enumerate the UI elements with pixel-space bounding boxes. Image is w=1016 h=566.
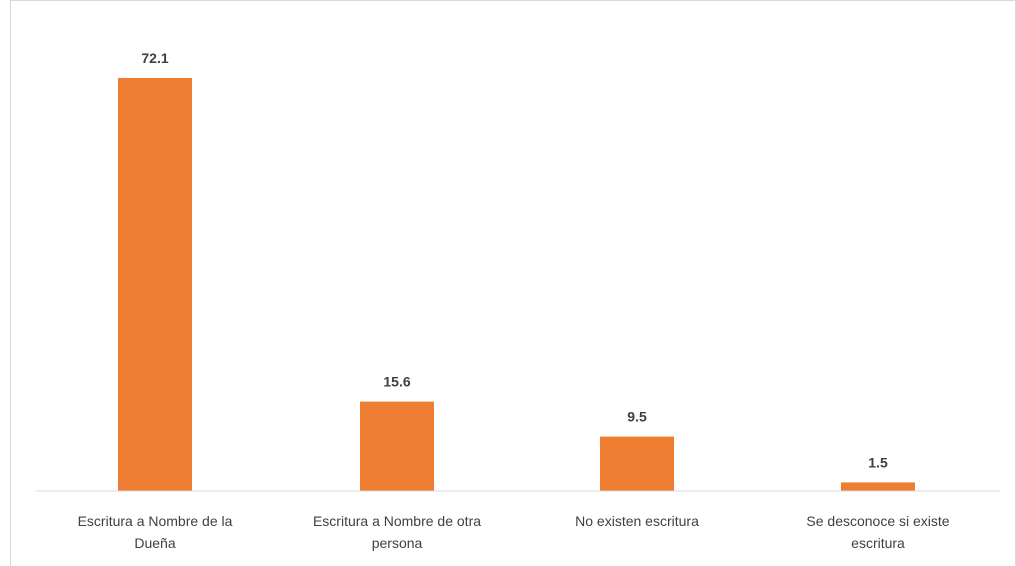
bar-3 bbox=[600, 436, 674, 491]
category-label-line: Escritura a Nombre de la bbox=[78, 513, 233, 529]
category-label-line: Dueña bbox=[134, 535, 175, 551]
category-label-line: No existen escritura bbox=[575, 513, 699, 529]
value-labels-layer: 72.1 15.6 9.5 1.5 bbox=[141, 50, 888, 470]
bar-4 bbox=[841, 482, 915, 491]
bar-1 bbox=[118, 78, 192, 491]
category-label-line: escritura bbox=[851, 535, 905, 551]
data-label-1: 72.1 bbox=[141, 50, 168, 66]
category-label-3: No existen escritura bbox=[575, 513, 699, 529]
data-label-4: 1.5 bbox=[868, 454, 888, 470]
category-label-1: Escritura a Nombre de la Dueña bbox=[78, 513, 233, 551]
bars-layer bbox=[118, 78, 915, 491]
category-label-line: Se desconoce si existe bbox=[806, 513, 949, 529]
category-label-line: persona bbox=[372, 535, 423, 551]
bar-2 bbox=[360, 401, 434, 491]
data-label-2: 15.6 bbox=[383, 374, 410, 390]
category-label-line: Escritura a Nombre de otra bbox=[313, 513, 481, 529]
category-label-2: Escritura a Nombre de otra persona bbox=[313, 513, 481, 551]
category-label-4: Se desconoce si existe escritura bbox=[806, 513, 949, 551]
data-label-3: 9.5 bbox=[627, 409, 647, 425]
